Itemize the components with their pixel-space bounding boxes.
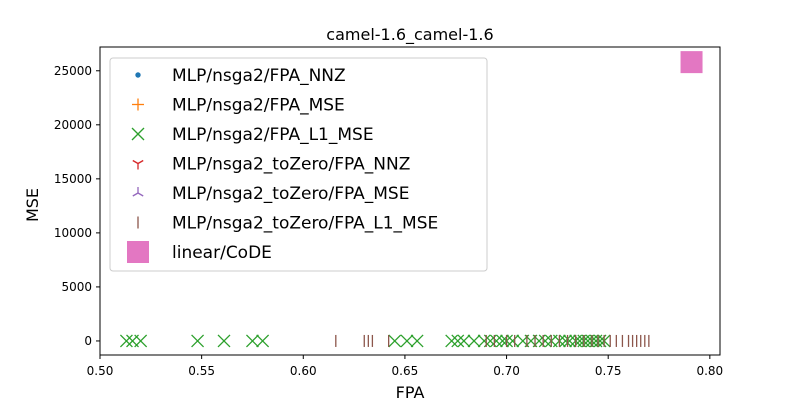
y-tick-label: 10000 xyxy=(54,226,92,240)
legend-marker xyxy=(127,241,149,263)
data-point xyxy=(489,334,503,348)
legend-entry: MLP/nsga2_toZero/FPA_NNZ xyxy=(132,155,410,175)
legend-marker xyxy=(132,187,144,197)
x-tick-label: 0.80 xyxy=(696,364,723,378)
legend-label: MLP/nsga2_toZero/FPA_L1_MSE xyxy=(172,214,438,234)
plot-area xyxy=(119,51,703,348)
legend-marker xyxy=(132,159,144,170)
data-point xyxy=(563,334,577,348)
data-point xyxy=(467,334,481,348)
legend: MLP/nsga2/FPA_NNZ MLP/nsga2/FPA_MSE MLP/ns… xyxy=(109,57,488,272)
data-point xyxy=(445,334,459,348)
y-tick-label: 15000 xyxy=(54,172,92,186)
x-tick-label: 0.65 xyxy=(392,364,419,378)
y-axis-title: MSE xyxy=(23,188,42,222)
legend-label: MLP/nsga2_toZero/FPA_NNZ xyxy=(172,155,410,175)
legend-marker xyxy=(131,127,145,141)
y-tick-label: 25000 xyxy=(54,64,92,78)
x-tick-label: 0.75 xyxy=(595,364,622,378)
data-point xyxy=(134,334,148,348)
legend-marker xyxy=(135,72,141,78)
data-point xyxy=(388,334,402,348)
series-5 xyxy=(335,334,650,347)
legend-box xyxy=(109,57,488,272)
legend-entry: MLP/nsga2_toZero/FPA_L1_MSE xyxy=(137,214,438,234)
y-tick-label: 5000 xyxy=(61,280,92,294)
legend-entry: MLP/nsga2/FPA_L1_MSE xyxy=(131,125,374,145)
legend-label: MLP/nsga2/FPA_L1_MSE xyxy=(172,125,374,145)
y-tick-label: 0 xyxy=(84,334,92,348)
data-point xyxy=(506,334,520,348)
legend-entry: linear/CoDE xyxy=(127,241,272,263)
data-point xyxy=(680,51,703,74)
series-6 xyxy=(680,51,703,74)
data-point xyxy=(559,334,572,348)
data-point xyxy=(457,334,471,348)
legend-label: MLP/nsga2/FPA_NNZ xyxy=(172,66,346,86)
plot-frame xyxy=(99,46,721,356)
legend-entry: MLP/nsga2_toZero/FPA_MSE xyxy=(132,184,409,204)
axes: 0.50 0.55 0.60 0.65 0.70 0.75 0.80 0 5000 10000 15… xyxy=(54,46,723,378)
data-point xyxy=(410,334,424,348)
data-point xyxy=(245,334,259,348)
data-point xyxy=(538,334,552,348)
legend-label: linear/CoDE xyxy=(172,243,272,263)
x-tick-label: 0.50 xyxy=(87,364,114,378)
legend-label: MLP/nsga2/FPA_MSE xyxy=(172,96,345,116)
x-tick-label: 0.55 xyxy=(188,364,215,378)
legend-label: MLP/nsga2_toZero/FPA_MSE xyxy=(172,184,409,204)
series-2 xyxy=(119,334,611,348)
legend-entry: MLP/nsga2/FPA_MSE xyxy=(132,96,345,116)
legend-entry: MLP/nsga2/FPA_NNZ xyxy=(135,66,346,86)
data-point xyxy=(400,334,414,348)
chart-title: camel-1.6_camel-1.6 xyxy=(326,25,493,45)
data-point xyxy=(477,334,491,348)
legend-marker xyxy=(132,98,144,111)
data-point xyxy=(451,334,465,348)
y-tick-label: 20000 xyxy=(54,118,92,132)
data-point xyxy=(256,334,270,348)
data-point xyxy=(217,334,231,348)
data-point xyxy=(191,334,205,348)
x-tick-label: 0.70 xyxy=(493,364,520,378)
x-tick-label: 0.60 xyxy=(290,364,317,378)
x-axis-title: FPA xyxy=(396,383,425,400)
data-point xyxy=(119,334,133,348)
